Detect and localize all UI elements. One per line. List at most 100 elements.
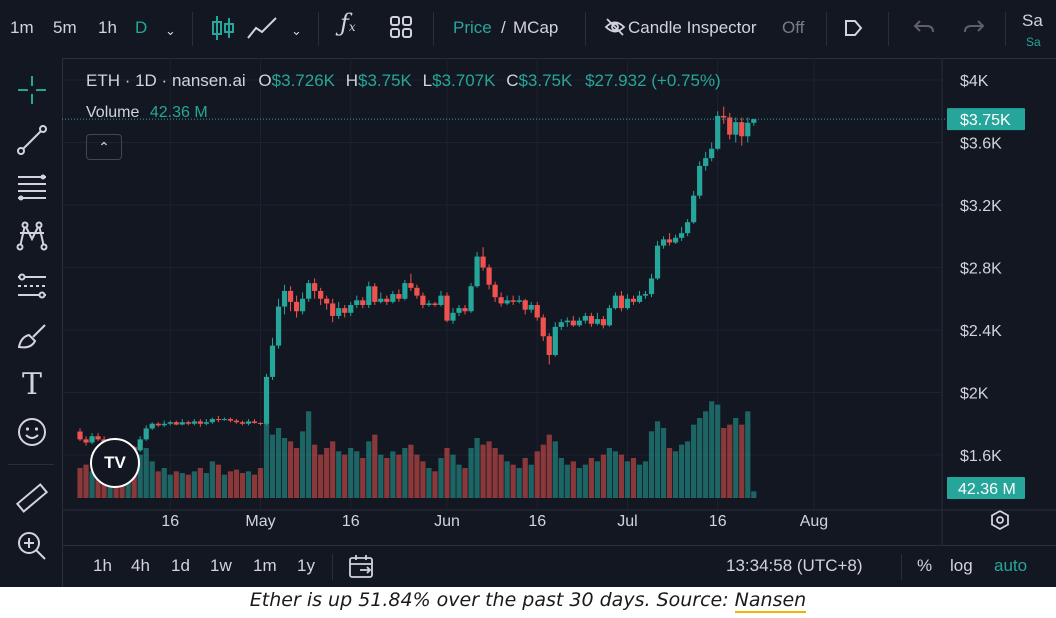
tradingview-logo[interactable]: TV <box>90 438 140 488</box>
change-value: $27.932 (+0.75%) <box>585 71 721 90</box>
interval-d-button[interactable]: D <box>135 18 148 37</box>
chart-area[interactable]: $4K $3.6K $3.2K $2.8K $2.4K $2K $1.6K 16 May 16 Ju… <box>62 58 1056 587</box>
volume-bar <box>336 451 342 498</box>
candle-body <box>510 300 516 302</box>
x-tick-label: 16 <box>161 513 179 530</box>
price-chart[interactable]: $4K $3.6K $3.2K $2.8K $2.4K $2K $1.6K 16 May 16 Ju… <box>62 58 1056 545</box>
volume-bar <box>666 448 673 498</box>
volume-bar <box>161 468 167 498</box>
volume-bar <box>348 448 354 498</box>
percent-toggle[interactable]: % <box>917 556 933 575</box>
ruler-icon[interactable] <box>12 478 52 518</box>
candle-body <box>89 436 95 443</box>
volume-bar <box>438 458 444 498</box>
range-1h-button[interactable]: 1h <box>93 556 112 575</box>
candle-body <box>227 419 234 421</box>
save-button[interactable]: Sa <box>1022 11 1043 30</box>
candle-body <box>558 322 564 327</box>
symbol-label[interactable]: ETH · 1D · nansen.ai <box>86 71 246 90</box>
pattern-icon[interactable] <box>12 216 52 256</box>
candle-body <box>306 283 312 299</box>
volume-bar <box>504 461 510 498</box>
range-1y-button[interactable]: 1y <box>297 556 315 575</box>
layouts-icon[interactable] <box>388 14 414 46</box>
volume-bar <box>312 444 318 498</box>
tag-icon[interactable] <box>843 17 863 45</box>
candle-body <box>672 237 679 243</box>
volume-bar <box>474 438 480 498</box>
calendar-icon[interactable] <box>348 554 376 585</box>
candle-body <box>606 308 613 326</box>
candle-body <box>450 312 456 321</box>
candle-body <box>522 300 528 310</box>
text-icon[interactable]: T <box>21 366 42 402</box>
volume-bar <box>209 461 215 498</box>
x-tick-label: May <box>245 513 275 530</box>
interval-1h-button[interactable]: 1h <box>98 18 117 37</box>
indicators-icon[interactable]: ƒx <box>340 9 356 37</box>
candle-body <box>492 284 498 298</box>
price-toggle[interactable]: Price <box>453 18 492 37</box>
collapse-legend-button[interactable]: ⌃ <box>86 134 122 160</box>
candle-body <box>137 439 143 451</box>
candle-body <box>149 423 155 429</box>
clock-time[interactable]: 13:34:58 (UTC+8) <box>726 556 863 575</box>
toolbar-divider <box>901 554 902 580</box>
interval-5m-button[interactable]: 5m <box>53 18 77 37</box>
range-4h-button[interactable]: 4h <box>131 556 150 575</box>
eye-off-icon[interactable] <box>604 16 626 44</box>
candle-body <box>293 301 300 312</box>
chevron-down-icon[interactable]: ⌄ <box>291 23 302 38</box>
mcap-toggle[interactable]: MCap <box>513 18 559 37</box>
volume-bar <box>173 471 179 498</box>
volume-bar <box>83 464 89 498</box>
volume-bar <box>498 454 504 498</box>
settings-icon[interactable] <box>991 509 1009 531</box>
chevron-down-icon[interactable]: ⌄ <box>165 23 176 38</box>
range-1m-button[interactable]: 1m <box>253 556 277 575</box>
candle-body <box>420 295 426 305</box>
undo-icon[interactable] <box>912 16 936 44</box>
fib-icon[interactable] <box>12 168 52 208</box>
volume-bar <box>685 441 691 498</box>
high-label: H <box>345 71 359 90</box>
volume-bar <box>378 454 384 498</box>
x-tick-label: Aug <box>800 513 828 530</box>
volume-tag <box>947 477 1025 499</box>
projection-icon[interactable] <box>12 266 52 306</box>
redo-icon[interactable] <box>962 16 986 44</box>
candle-inspector-button[interactable]: Candle Inspector <box>628 18 757 37</box>
volume-bar <box>588 458 594 498</box>
candles-icon[interactable] <box>210 14 236 48</box>
volume-bar <box>558 458 564 498</box>
emoji-icon[interactable] <box>12 412 52 452</box>
zoom-icon[interactable] <box>12 526 52 566</box>
trendline-icon[interactable] <box>12 120 52 160</box>
volume-bar <box>654 421 661 498</box>
candle-body <box>733 122 739 135</box>
interval-1m-button[interactable]: 1m <box>10 18 34 37</box>
volume-bar <box>257 468 264 498</box>
line-chart-icon[interactable] <box>246 14 278 48</box>
brush-icon[interactable] <box>12 316 52 356</box>
candle-body <box>245 421 252 424</box>
log-toggle[interactable]: log <box>950 556 973 575</box>
range-1d-button[interactable]: 1d <box>171 556 190 575</box>
candle-body <box>384 298 390 302</box>
volume-bar <box>306 411 312 498</box>
candle-body <box>179 422 185 425</box>
candle-body <box>167 422 173 424</box>
candle-body <box>480 256 486 268</box>
volume-bar <box>95 468 101 498</box>
candle-body <box>715 115 721 149</box>
range-1w-button[interactable]: 1w <box>210 556 232 575</box>
auto-toggle[interactable]: auto <box>994 556 1028 575</box>
volume-bar <box>672 451 679 498</box>
volume-bar <box>396 454 402 498</box>
volume-bar <box>137 454 143 498</box>
volume-bar <box>462 468 468 498</box>
volume-bar <box>612 451 619 498</box>
volume-bar <box>480 444 486 498</box>
crosshair-icon[interactable] <box>12 70 52 110</box>
source-link[interactable]: Nansen <box>734 589 807 613</box>
